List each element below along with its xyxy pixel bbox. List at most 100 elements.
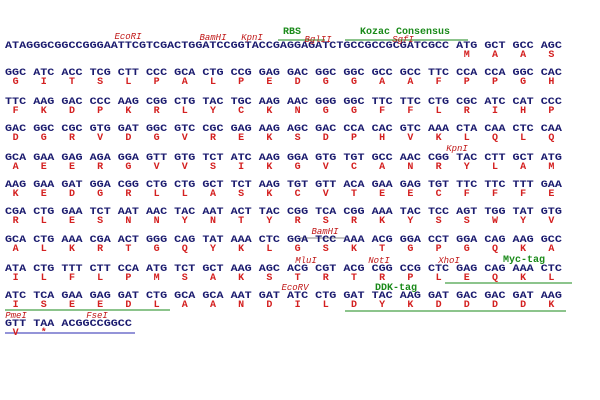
amino-acid: L xyxy=(323,300,329,311)
amino-acid: H xyxy=(520,106,526,117)
amino-acid: D xyxy=(520,300,526,311)
amino-acid: P xyxy=(97,106,103,117)
amino-acid: L xyxy=(492,162,498,173)
amino-acid: V xyxy=(548,216,554,227)
amino-acid: V xyxy=(182,133,188,144)
amino-acid: E xyxy=(266,77,272,88)
amino-acid: R xyxy=(154,106,160,117)
amino-acid: A xyxy=(182,77,188,88)
amino-acid: K xyxy=(379,216,385,227)
amino-acid: S xyxy=(97,77,103,88)
amino-acid: K xyxy=(266,189,272,200)
amino-acid: K xyxy=(266,162,272,173)
amino-acid: D xyxy=(13,133,19,144)
amino-acid: K xyxy=(407,300,413,311)
amino-acid: D xyxy=(69,189,75,200)
feature-label: EcoRI xyxy=(114,32,142,42)
amino-acid: G xyxy=(41,133,47,144)
amino-acid: L xyxy=(41,273,47,284)
amino-acid: A xyxy=(210,300,216,311)
amino-acid: R xyxy=(295,216,301,227)
amino-acid: W xyxy=(492,216,498,227)
amino-acid: D xyxy=(323,133,329,144)
amino-acid: C xyxy=(238,106,244,117)
amino-acid: K xyxy=(13,189,19,200)
feature-label: NotI xyxy=(368,256,390,266)
amino-acid: K xyxy=(125,106,131,117)
amino-acid: F xyxy=(492,189,498,200)
amino-acid: S xyxy=(548,50,554,61)
feature-label: BglII xyxy=(304,35,332,45)
amino-acid: V xyxy=(323,189,329,200)
amino-acid: R xyxy=(379,273,385,284)
amino-acid: A xyxy=(520,50,526,61)
amino-acid: A xyxy=(13,244,19,255)
feature-label: EcoRV xyxy=(281,283,310,293)
amino-acid: K xyxy=(548,300,554,311)
amino-acid: N xyxy=(295,106,301,117)
amino-acid: L xyxy=(182,106,188,117)
amino-acid: L xyxy=(436,273,442,284)
amino-acid: S xyxy=(41,300,47,311)
amino-acid: Q xyxy=(492,133,498,144)
amino-acid: P xyxy=(407,273,413,284)
amino-acid: G xyxy=(323,106,329,117)
amino-acid: F xyxy=(407,106,413,117)
amino-acid: A xyxy=(548,244,554,255)
amino-acid: G xyxy=(154,244,160,255)
amino-acid: D xyxy=(492,300,498,311)
amino-acid: F xyxy=(13,106,19,117)
amino-acid: T xyxy=(125,244,131,255)
amino-acid: R xyxy=(97,162,103,173)
amino-acid: S xyxy=(266,273,272,284)
feature-label: BamHI xyxy=(311,227,339,237)
amino-acid: S xyxy=(323,216,329,227)
amino-acid: V xyxy=(97,133,103,144)
amino-acid: D xyxy=(69,106,75,117)
feature-label: PmeI xyxy=(5,311,27,321)
amino-acid: K xyxy=(41,106,47,117)
amino-acid: K xyxy=(266,133,272,144)
amino-acid: G xyxy=(520,77,526,88)
amino-acid: K xyxy=(520,244,526,255)
amino-acid: Y xyxy=(464,162,470,173)
amino-acid: A xyxy=(13,162,19,173)
amino-acid: R xyxy=(464,106,470,117)
amino-acid: N xyxy=(125,216,131,227)
amino-acid: I xyxy=(41,77,47,88)
amino-acid: G xyxy=(13,77,19,88)
amino-acid: L xyxy=(97,273,103,284)
amino-acid: P xyxy=(464,77,470,88)
feature-label: FseI xyxy=(86,311,108,321)
amino-acid: L xyxy=(210,77,216,88)
amino-acid: V xyxy=(182,162,188,173)
amino-acid: I xyxy=(13,300,19,311)
amino-acid: K xyxy=(69,244,75,255)
amino-acid: A xyxy=(182,300,188,311)
amino-acid: A xyxy=(210,273,216,284)
amino-acid: P xyxy=(125,273,131,284)
amino-acid: R xyxy=(210,133,216,144)
amino-acid: G xyxy=(351,106,357,117)
amino-acid: I xyxy=(492,106,498,117)
amino-acid: G xyxy=(295,244,301,255)
dna-sequence: ATAGGGCGGCCGGGAATTCGTCGACTGGATCCGGTACCGA… xyxy=(5,41,562,52)
amino-acid: S xyxy=(238,189,244,200)
amino-acid: G xyxy=(295,162,301,173)
dna-sequence: GAC GGC CGC GTG GAT GGC GTC CGC GAG AAG … xyxy=(5,124,562,135)
amino-acid: Y xyxy=(266,216,272,227)
amino-acid: E xyxy=(41,189,47,200)
amino-acid: Q xyxy=(492,244,498,255)
amino-acid: S xyxy=(182,273,188,284)
amino-acid: T xyxy=(351,189,357,200)
amino-acid: S xyxy=(464,216,470,227)
feature-label: SgfI xyxy=(392,35,414,45)
amino-acid: F xyxy=(379,106,385,117)
amino-acid: S xyxy=(97,216,103,227)
amino-acid: M xyxy=(154,273,160,284)
amino-acid: K xyxy=(520,273,526,284)
amino-acid: A xyxy=(379,77,385,88)
amino-acid: S xyxy=(295,133,301,144)
